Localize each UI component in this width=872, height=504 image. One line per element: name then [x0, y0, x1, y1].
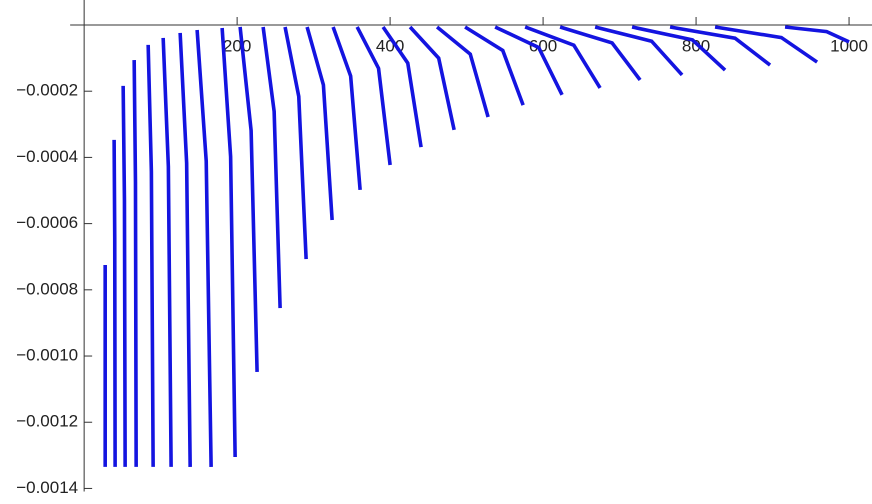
- curve: [355, 26, 392, 166]
- curve: [331, 26, 362, 190]
- y-tick-label: −0.0006: [16, 213, 78, 232]
- y-tick-label: −0.0010: [16, 346, 78, 365]
- y-tick-label: −0.0004: [16, 147, 78, 166]
- x-tick-label: 1000: [830, 36, 868, 55]
- curve: [784, 25, 850, 44]
- y-tick-label: −0.0002: [16, 81, 78, 100]
- curve: [178, 32, 192, 467]
- curve: [408, 25, 456, 131]
- curve: [220, 27, 237, 458]
- curve: [121, 85, 127, 467]
- curve: [714, 25, 819, 64]
- curve: [631, 25, 727, 72]
- y-tick-label: −0.0008: [16, 279, 78, 298]
- curve: [524, 25, 602, 89]
- curve: [381, 25, 423, 148]
- curve: [132, 60, 138, 467]
- y-tick-label: −0.0014: [16, 478, 78, 497]
- curve: [305, 26, 334, 221]
- curve: [238, 26, 259, 372]
- curve: [435, 25, 490, 118]
- curve: [146, 44, 155, 467]
- x-tick-label: 200: [223, 36, 251, 55]
- curve: [161, 37, 173, 467]
- curve: [594, 25, 684, 77]
- curve: [112, 139, 117, 467]
- curve: [669, 25, 772, 67]
- x-tick-label: 600: [529, 36, 557, 55]
- curve: [195, 29, 213, 467]
- curve: [559, 25, 642, 82]
- curve: [283, 26, 308, 260]
- curve: [494, 25, 564, 96]
- y-tick-label: −0.0012: [16, 412, 78, 431]
- curve: [261, 26, 282, 309]
- curve: [464, 25, 525, 106]
